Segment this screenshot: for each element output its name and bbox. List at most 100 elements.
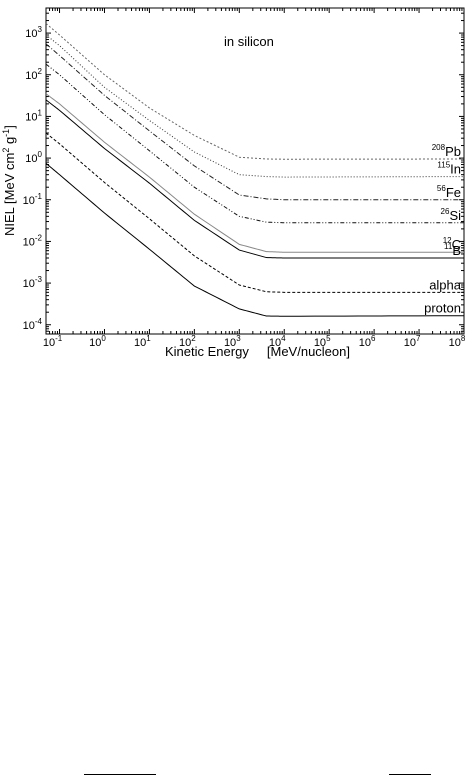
y-tick-label-base: 10 bbox=[23, 320, 35, 332]
y-axis-label-prefix: NIEL [MeV cm bbox=[2, 153, 17, 236]
series-label-pb: 208Pb bbox=[432, 143, 461, 159]
x-tick-label-base: 10 bbox=[179, 337, 191, 349]
y-tick-label-base: 10 bbox=[23, 236, 35, 248]
x-tick-label: 104 bbox=[269, 334, 286, 349]
series-label-alpha: alpha bbox=[429, 277, 462, 292]
page-rule-right bbox=[389, 774, 431, 775]
x-tick-label-base: 10 bbox=[224, 337, 236, 349]
x-tick-label: 108 bbox=[449, 334, 466, 349]
y-tick-label: 102 bbox=[25, 67, 42, 82]
x-tick-label-base: 10 bbox=[43, 337, 55, 349]
series-label-si: 26Si bbox=[441, 207, 462, 223]
series-label-symbol: B bbox=[452, 243, 461, 258]
y-axis-label-cm-exponent: 2 bbox=[1, 148, 11, 153]
x-tick-label-base: 10 bbox=[269, 337, 281, 349]
y-tick-label-base: 10 bbox=[25, 111, 37, 123]
x-tick-label: 102 bbox=[179, 334, 196, 349]
series-label-mass-number: 208 bbox=[432, 143, 446, 152]
x-tick-label: 103 bbox=[224, 334, 241, 349]
y-axis-label-g-exponent: -1 bbox=[1, 129, 11, 137]
x-tick-label: 100 bbox=[89, 334, 106, 349]
series-label-proton: proton bbox=[424, 301, 461, 316]
series-label-in: 115In bbox=[437, 161, 461, 177]
x-tick-label-exponent: 7 bbox=[416, 334, 421, 343]
x-tick-label-exponent: 2 bbox=[191, 334, 196, 343]
x-tick-label-exponent: 1 bbox=[146, 334, 151, 343]
series-line-alpha bbox=[45, 132, 464, 293]
x-tick-label-base: 10 bbox=[359, 337, 371, 349]
series-line-in bbox=[45, 34, 465, 178]
x-tick-label-exponent: 6 bbox=[371, 334, 376, 343]
y-tick-label: 10-1 bbox=[23, 192, 43, 207]
x-tick-label: 107 bbox=[404, 334, 421, 349]
series-label-mass-number: 11 bbox=[444, 242, 453, 251]
series-label-symbol: Si bbox=[449, 208, 461, 223]
y-tick-label-base: 10 bbox=[23, 278, 35, 290]
y-tick-label: 10-3 bbox=[23, 275, 43, 290]
y-tick-label-exponent: -4 bbox=[35, 317, 43, 326]
x-tick-label-exponent: 8 bbox=[461, 334, 466, 343]
y-tick-label-exponent: -2 bbox=[35, 233, 43, 242]
series-label-symbol: C bbox=[452, 237, 461, 252]
x-tick-label-exponent: -1 bbox=[55, 334, 63, 343]
x-tick-label: 10-1 bbox=[43, 334, 63, 349]
x-tick-label-base: 10 bbox=[449, 337, 461, 349]
series-label-symbol: Fe bbox=[446, 185, 461, 200]
y-tick-label-base: 10 bbox=[25, 153, 37, 165]
x-tick-label: 101 bbox=[134, 334, 151, 349]
series-label-symbol: Pb bbox=[445, 144, 461, 159]
y-tick-label-exponent: 3 bbox=[38, 25, 43, 34]
series-label-mass-number: 115 bbox=[437, 161, 450, 170]
x-tick-label-exponent: 5 bbox=[326, 334, 331, 343]
series-line-proton bbox=[45, 162, 465, 317]
y-tick-label-exponent: 2 bbox=[38, 67, 43, 76]
x-tick-labels: 10-1 100 101 102 103 104 105 106 107 108 bbox=[43, 334, 466, 349]
x-tick-label-base: 10 bbox=[314, 337, 326, 349]
series-layer bbox=[45, 23, 465, 317]
x-tick-label-base: 10 bbox=[134, 337, 146, 349]
x-tick-label: 106 bbox=[359, 334, 376, 349]
series-line-fe bbox=[45, 43, 464, 201]
series-line-b bbox=[45, 99, 464, 259]
series-label-b: 11B bbox=[444, 242, 461, 258]
page-rule-left bbox=[84, 774, 156, 775]
series-label-symbol: proton bbox=[424, 301, 461, 316]
series-line-si bbox=[45, 63, 464, 224]
x-tick-label-exponent: 3 bbox=[236, 334, 241, 343]
y-tick-label: 100 bbox=[25, 150, 42, 165]
y-tick-label-exponent: -1 bbox=[35, 192, 43, 201]
series-label-mass-number: 12 bbox=[443, 236, 452, 245]
axis-ticks bbox=[45, 7, 465, 335]
series-line-c bbox=[45, 93, 464, 253]
series-label-fe: 56Fe bbox=[437, 184, 461, 200]
y-tick-label: 101 bbox=[25, 108, 42, 123]
x-tick-label-base: 10 bbox=[89, 337, 101, 349]
y-tick-label: 10-2 bbox=[23, 233, 43, 248]
x-tick-label-exponent: 0 bbox=[101, 334, 106, 343]
x-tick-label: 105 bbox=[314, 334, 331, 349]
y-tick-label: 10-4 bbox=[23, 317, 43, 332]
x-tick-label-base: 10 bbox=[404, 337, 416, 349]
series-label-mass-number: 56 bbox=[437, 184, 446, 193]
y-axis-label: NIEL [MeV cm2 g-1] bbox=[1, 125, 17, 236]
y-tick-label: 103 bbox=[25, 25, 42, 40]
y-tick-label-base: 10 bbox=[25, 28, 37, 40]
y-tick-label-base: 10 bbox=[23, 195, 35, 207]
y-tick-label-exponent: -3 bbox=[35, 275, 43, 284]
y-axis-label-mid: g bbox=[2, 137, 17, 148]
y-tick-label-exponent: 0 bbox=[38, 150, 43, 159]
series-line-pb bbox=[45, 23, 465, 160]
series-label-mass-number: 26 bbox=[441, 207, 450, 216]
series-label-symbol: alpha bbox=[429, 277, 462, 292]
y-tick-label-exponent: 1 bbox=[38, 108, 43, 117]
x-tick-label-exponent: 4 bbox=[281, 334, 286, 343]
series-label-symbol: In bbox=[450, 162, 461, 177]
y-tick-label-base: 10 bbox=[25, 70, 37, 82]
x-axis-label: Kinetic Energy [MeV/nucleon] bbox=[165, 344, 350, 359]
y-axis-label-suffix: ] bbox=[2, 125, 17, 129]
series-label-c: 12C bbox=[443, 236, 461, 252]
chart-annotation: in silicon bbox=[224, 34, 274, 49]
